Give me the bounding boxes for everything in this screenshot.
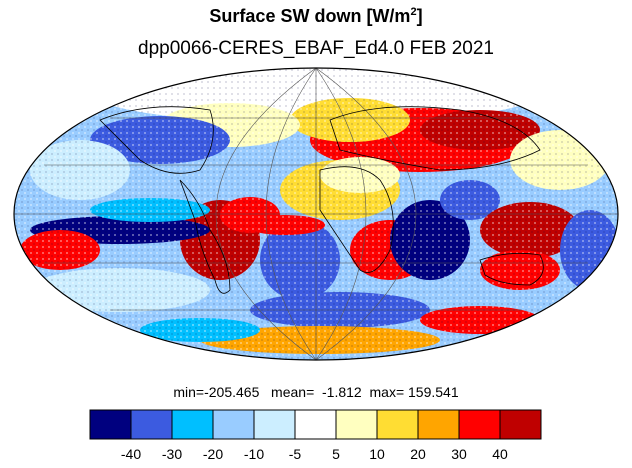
- colorbar-box: [335, 409, 378, 440]
- colorbar-box: [499, 409, 542, 440]
- colorbar-label: -20: [203, 446, 223, 462]
- colorbar-label: 30: [451, 446, 467, 462]
- graticule: [14, 67, 618, 361]
- colorbar-box: [253, 409, 296, 440]
- stats-readout: min=-205.465 mean= -1.812 max= 159.541: [173, 384, 459, 400]
- colorbar-label: -30: [162, 446, 182, 462]
- colorbar-label: 20: [410, 446, 426, 462]
- mollweide-map: [13, 67, 619, 361]
- colorbar-label: 10: [369, 446, 385, 462]
- colorbar-label: -5: [289, 446, 302, 462]
- colorbar-label: -40: [121, 446, 141, 462]
- chart-title: Surface SW down [W/m2]: [209, 6, 423, 26]
- colorbar-box: [417, 409, 460, 440]
- coastlines: [99, 106, 544, 294]
- colorbar-label: 40: [492, 446, 508, 462]
- map-outline: [13, 67, 619, 361]
- colorbar-box: [294, 409, 337, 440]
- colorbar-box: [171, 409, 214, 440]
- colorbar-box: [89, 409, 132, 440]
- chart-subtitle: dpp0066-CERES_EBAF_Ed4.0 FEB 2021: [138, 38, 494, 59]
- colorbar-box: [212, 409, 255, 440]
- colorbar-box: [376, 409, 419, 440]
- colorbar-box: [130, 409, 173, 440]
- colorbar-label: 5: [332, 446, 340, 462]
- colorbar-box: [458, 409, 501, 440]
- colorbar-label: -10: [244, 446, 264, 462]
